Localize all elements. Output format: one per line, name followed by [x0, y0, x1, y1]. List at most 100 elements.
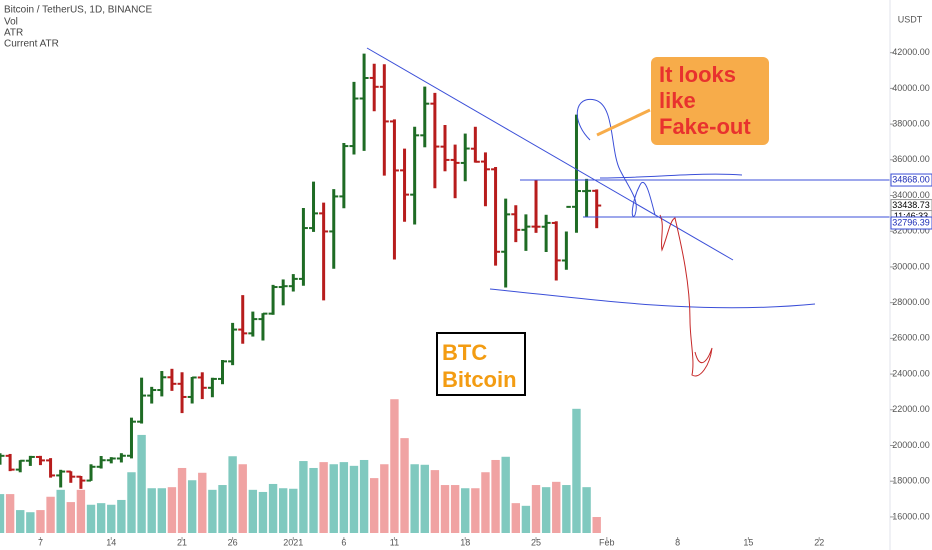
volume-bar — [268, 483, 278, 533]
trend-line — [366, 47, 734, 261]
x-tick-label: 8 — [675, 537, 680, 547]
volume-bar — [329, 464, 338, 533]
callout-text: like — [659, 88, 696, 113]
volume-bar — [390, 399, 399, 533]
volume-bar — [127, 472, 136, 533]
volume-bar — [461, 488, 470, 533]
label-text: BTC — [442, 340, 487, 365]
callout-text: Fake-out — [659, 114, 751, 139]
volume-bar — [552, 481, 561, 533]
volume-bar — [380, 464, 389, 533]
indicator: ATR — [4, 28, 23, 39]
volume-bar — [258, 491, 268, 533]
x-tick-label: 15 — [743, 537, 753, 547]
callout-box — [651, 57, 769, 145]
volume-bar — [157, 488, 167, 533]
y-tick-label: 28000.00 — [892, 297, 930, 307]
volume-bar — [147, 488, 156, 533]
volume-bar — [117, 499, 126, 533]
volume-bar — [501, 456, 510, 533]
scribble — [659, 214, 713, 377]
volume-bar — [278, 488, 288, 533]
volume-bar — [481, 472, 490, 533]
volume-bar — [96, 503, 106, 533]
volume-bar — [400, 438, 409, 533]
x-tick-label: 26 — [228, 537, 238, 547]
price-badge — [890, 216, 932, 230]
volume-bar — [420, 464, 429, 533]
callout-text: It looks — [659, 62, 736, 87]
y-tick-label: 26000.00 — [892, 333, 930, 343]
volume-bar — [572, 408, 581, 533]
volume-bar — [521, 505, 531, 533]
volume-pane — [0, 399, 601, 533]
callout-tail — [596, 108, 651, 137]
volume-bar — [5, 494, 15, 533]
volume-bar — [562, 485, 571, 533]
volume-bar — [238, 464, 247, 533]
volume-bar — [16, 510, 25, 533]
volume-bar — [248, 489, 258, 533]
y-tick-label: 38000.00 — [892, 118, 930, 128]
chart-title: Bitcoin / TetherUS, 1D, BINANCE — [4, 5, 153, 16]
y-tick-label: 18000.00 — [892, 476, 930, 486]
volume-bar — [198, 472, 207, 533]
indicator: Current ATR — [4, 39, 59, 50]
currency: USDT — [898, 14, 923, 24]
volume-bar — [370, 478, 379, 533]
volume-bar — [26, 512, 35, 533]
price-badge — [890, 173, 932, 187]
volume-bar — [46, 496, 55, 533]
label-box — [436, 332, 526, 396]
volume-bar — [541, 487, 551, 533]
price-axis — [890, 0, 932, 550]
y-tick-label: 32000.00 — [892, 226, 930, 236]
y-tick-label: 30000.00 — [892, 261, 930, 271]
volume-bar — [66, 502, 75, 533]
indicator: Vol — [4, 17, 18, 28]
volume-bar — [228, 456, 237, 533]
x-tick-label: 11 — [390, 537, 399, 547]
volume-bar — [582, 487, 591, 533]
volume-bar — [208, 489, 217, 533]
x-tick-label: 25 — [531, 537, 541, 547]
support-curve — [489, 288, 816, 309]
volume-bar — [410, 464, 419, 533]
y-tick-label: 36000.00 — [892, 154, 930, 164]
countdown: 11:46:33 — [894, 211, 928, 221]
x-tick-label: 14 — [106, 537, 116, 547]
volume-bar — [107, 504, 116, 533]
label-text: Bitcoin — [442, 367, 517, 392]
volume-bar — [531, 485, 541, 533]
x-tick-label: 22 — [814, 537, 824, 547]
volume-bar — [592, 517, 601, 533]
volume-bar — [56, 489, 65, 533]
x-tick-label: 6 — [341, 537, 346, 547]
volume-bar — [177, 467, 187, 533]
x-tick-label: 7 — [38, 537, 43, 547]
y-tick-label: 34000.00 — [892, 190, 930, 200]
volume-bar — [218, 485, 227, 533]
volume-bar — [289, 488, 298, 533]
price-badge-label: 33438.73 — [892, 200, 930, 210]
y-tick-label: 42000.00 — [892, 47, 930, 57]
axes: 16000.00 18000.00 20000.00 22000.00 24000.00… — [38, 0, 932, 550]
volume-bar — [511, 503, 520, 533]
volume-bar — [36, 510, 45, 533]
volume-bar — [167, 487, 177, 533]
volume-bar — [76, 489, 86, 533]
y-tick-label: 16000.00 — [892, 511, 930, 521]
y-tick-label: 24000.00 — [892, 368, 930, 378]
price-badge-label: 32796.39 — [892, 217, 930, 227]
volume-bar — [450, 485, 460, 533]
price-pane — [0, 53, 602, 489]
volume-bar — [349, 465, 359, 533]
x-tick-label: 18 — [460, 537, 470, 547]
x-tick-label: Feb — [599, 537, 615, 547]
volume-bar — [187, 480, 197, 533]
volume-bar — [471, 488, 480, 533]
y-tick-label: 40000.00 — [892, 83, 930, 93]
volume-bar — [0, 494, 5, 533]
